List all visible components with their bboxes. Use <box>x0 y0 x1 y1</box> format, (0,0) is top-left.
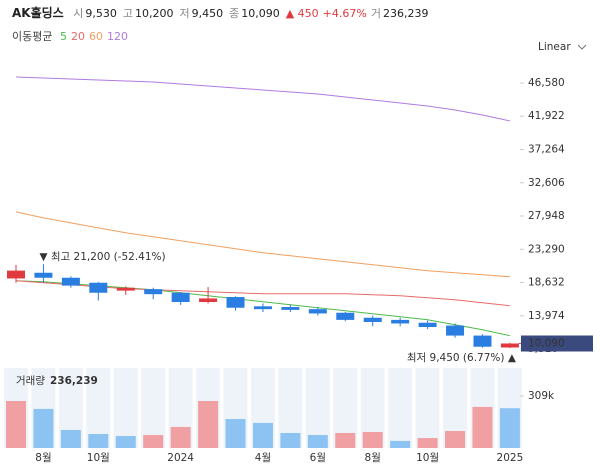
candle-body <box>226 297 245 308</box>
volume-column <box>415 368 440 448</box>
ma-line <box>15 211 510 278</box>
candle-body <box>116 287 135 291</box>
candle-body <box>199 298 218 303</box>
candle-body <box>89 282 108 293</box>
ma-legend: 이동평균 5 20 60 120 <box>12 28 132 44</box>
volume-bar <box>280 433 301 448</box>
volume-bar <box>390 440 411 448</box>
field-label: 거 <box>370 7 381 20</box>
volume-bar <box>472 406 493 448</box>
candle-body <box>144 289 163 295</box>
volume-bar <box>115 436 136 448</box>
candle-body <box>7 270 25 279</box>
volume-bar <box>252 422 273 448</box>
ma-line <box>15 76 511 122</box>
volume-bar <box>6 401 26 448</box>
volume-bar <box>225 419 246 448</box>
legend-entry: 5 <box>59 30 67 43</box>
field-value: 236,239 <box>382 7 429 20</box>
volume-bar <box>60 429 81 448</box>
field-value: 9,530 <box>85 7 117 20</box>
field-label: 종 <box>229 7 240 20</box>
x-tick-label: 6월 <box>310 452 326 464</box>
candle-body <box>308 309 327 314</box>
y-tick-label: 23,290 <box>528 243 565 255</box>
volume-bar <box>307 435 328 448</box>
volume-bar <box>33 408 54 448</box>
volume-bar <box>499 408 520 448</box>
candle-body <box>253 306 272 310</box>
candle-body <box>281 307 300 310</box>
field-label: 고 <box>122 7 133 20</box>
last-price-label: 10,090 <box>528 338 565 350</box>
header: AK홀딩스 시 9,530 고 10,200 저 9,450 종 10,090 ▲ 450 +4.… <box>12 4 434 21</box>
x-tick-label: 4월 <box>255 452 271 464</box>
scale-label: Linear <box>538 41 571 53</box>
volume-column <box>141 368 166 448</box>
candle-body <box>34 272 53 278</box>
change-pct: +4.67% <box>322 7 367 20</box>
volume-column <box>113 368 138 448</box>
x-tick-label: 8월 <box>365 452 381 464</box>
volume-bar <box>335 433 356 448</box>
change: ▲ 450 <box>285 7 319 20</box>
volume-tick-label: 309k <box>528 390 555 402</box>
candle-body <box>61 277 80 286</box>
volume-value: 236,239 <box>50 375 98 387</box>
x-tick-label: 8월 <box>35 452 51 464</box>
x-tick-label: 2024 <box>167 452 194 464</box>
volume-bar <box>143 435 164 448</box>
volume-bar <box>88 434 109 448</box>
y-tick-label: 41,922 <box>528 110 565 122</box>
candle-body <box>336 312 355 320</box>
candle-body <box>473 335 492 347</box>
candle-body <box>500 343 519 348</box>
candle-body <box>391 319 410 324</box>
volume-column <box>305 368 330 448</box>
volume-column <box>388 368 413 448</box>
field-label: 시 <box>73 7 84 20</box>
volume-bar <box>170 426 191 448</box>
volume-bar <box>417 438 438 448</box>
stock-name: AK홀딩스 <box>12 6 64 20</box>
y-tick-label: 13,974 <box>528 310 565 322</box>
x-tick-label: 10월 <box>416 452 439 464</box>
field-label: 저 <box>179 7 190 20</box>
legend-entry: 20 <box>70 30 85 43</box>
max-annotation: ▼ 최고 21,200 (-52.41%) <box>39 251 165 263</box>
y-tick-label: 37,264 <box>528 144 565 156</box>
volume-title: 거래량 <box>16 375 45 387</box>
min-annotation: 최저 9,450 (6.77%) ▲ <box>407 352 517 364</box>
y-tick-label: 27,948 <box>528 210 565 222</box>
dropdown-chevron <box>577 44 587 50</box>
legend-entry: 60 <box>88 30 103 43</box>
y-tick-label: 18,632 <box>528 277 565 289</box>
volume-bar <box>445 430 466 448</box>
candle-body <box>446 325 465 336</box>
y-tick-label: 32,606 <box>528 177 565 189</box>
field-value: 10,200 <box>134 7 174 20</box>
field-value: 9,450 <box>191 7 224 20</box>
x-tick-label: 2025 <box>497 452 524 464</box>
x-tick-label: 10월 <box>87 452 110 464</box>
field-value: 10,090 <box>241 7 280 20</box>
y-tick-label: 46,580 <box>528 77 565 89</box>
volume-bar <box>198 401 219 448</box>
last-price-box <box>521 335 593 352</box>
candle-body <box>363 317 382 323</box>
ma-title: 이동평균 <box>12 30 53 43</box>
candle-body <box>171 292 190 303</box>
candle-body <box>418 322 437 328</box>
volume-bar <box>362 432 383 448</box>
legend-entry: 120 <box>106 30 128 43</box>
